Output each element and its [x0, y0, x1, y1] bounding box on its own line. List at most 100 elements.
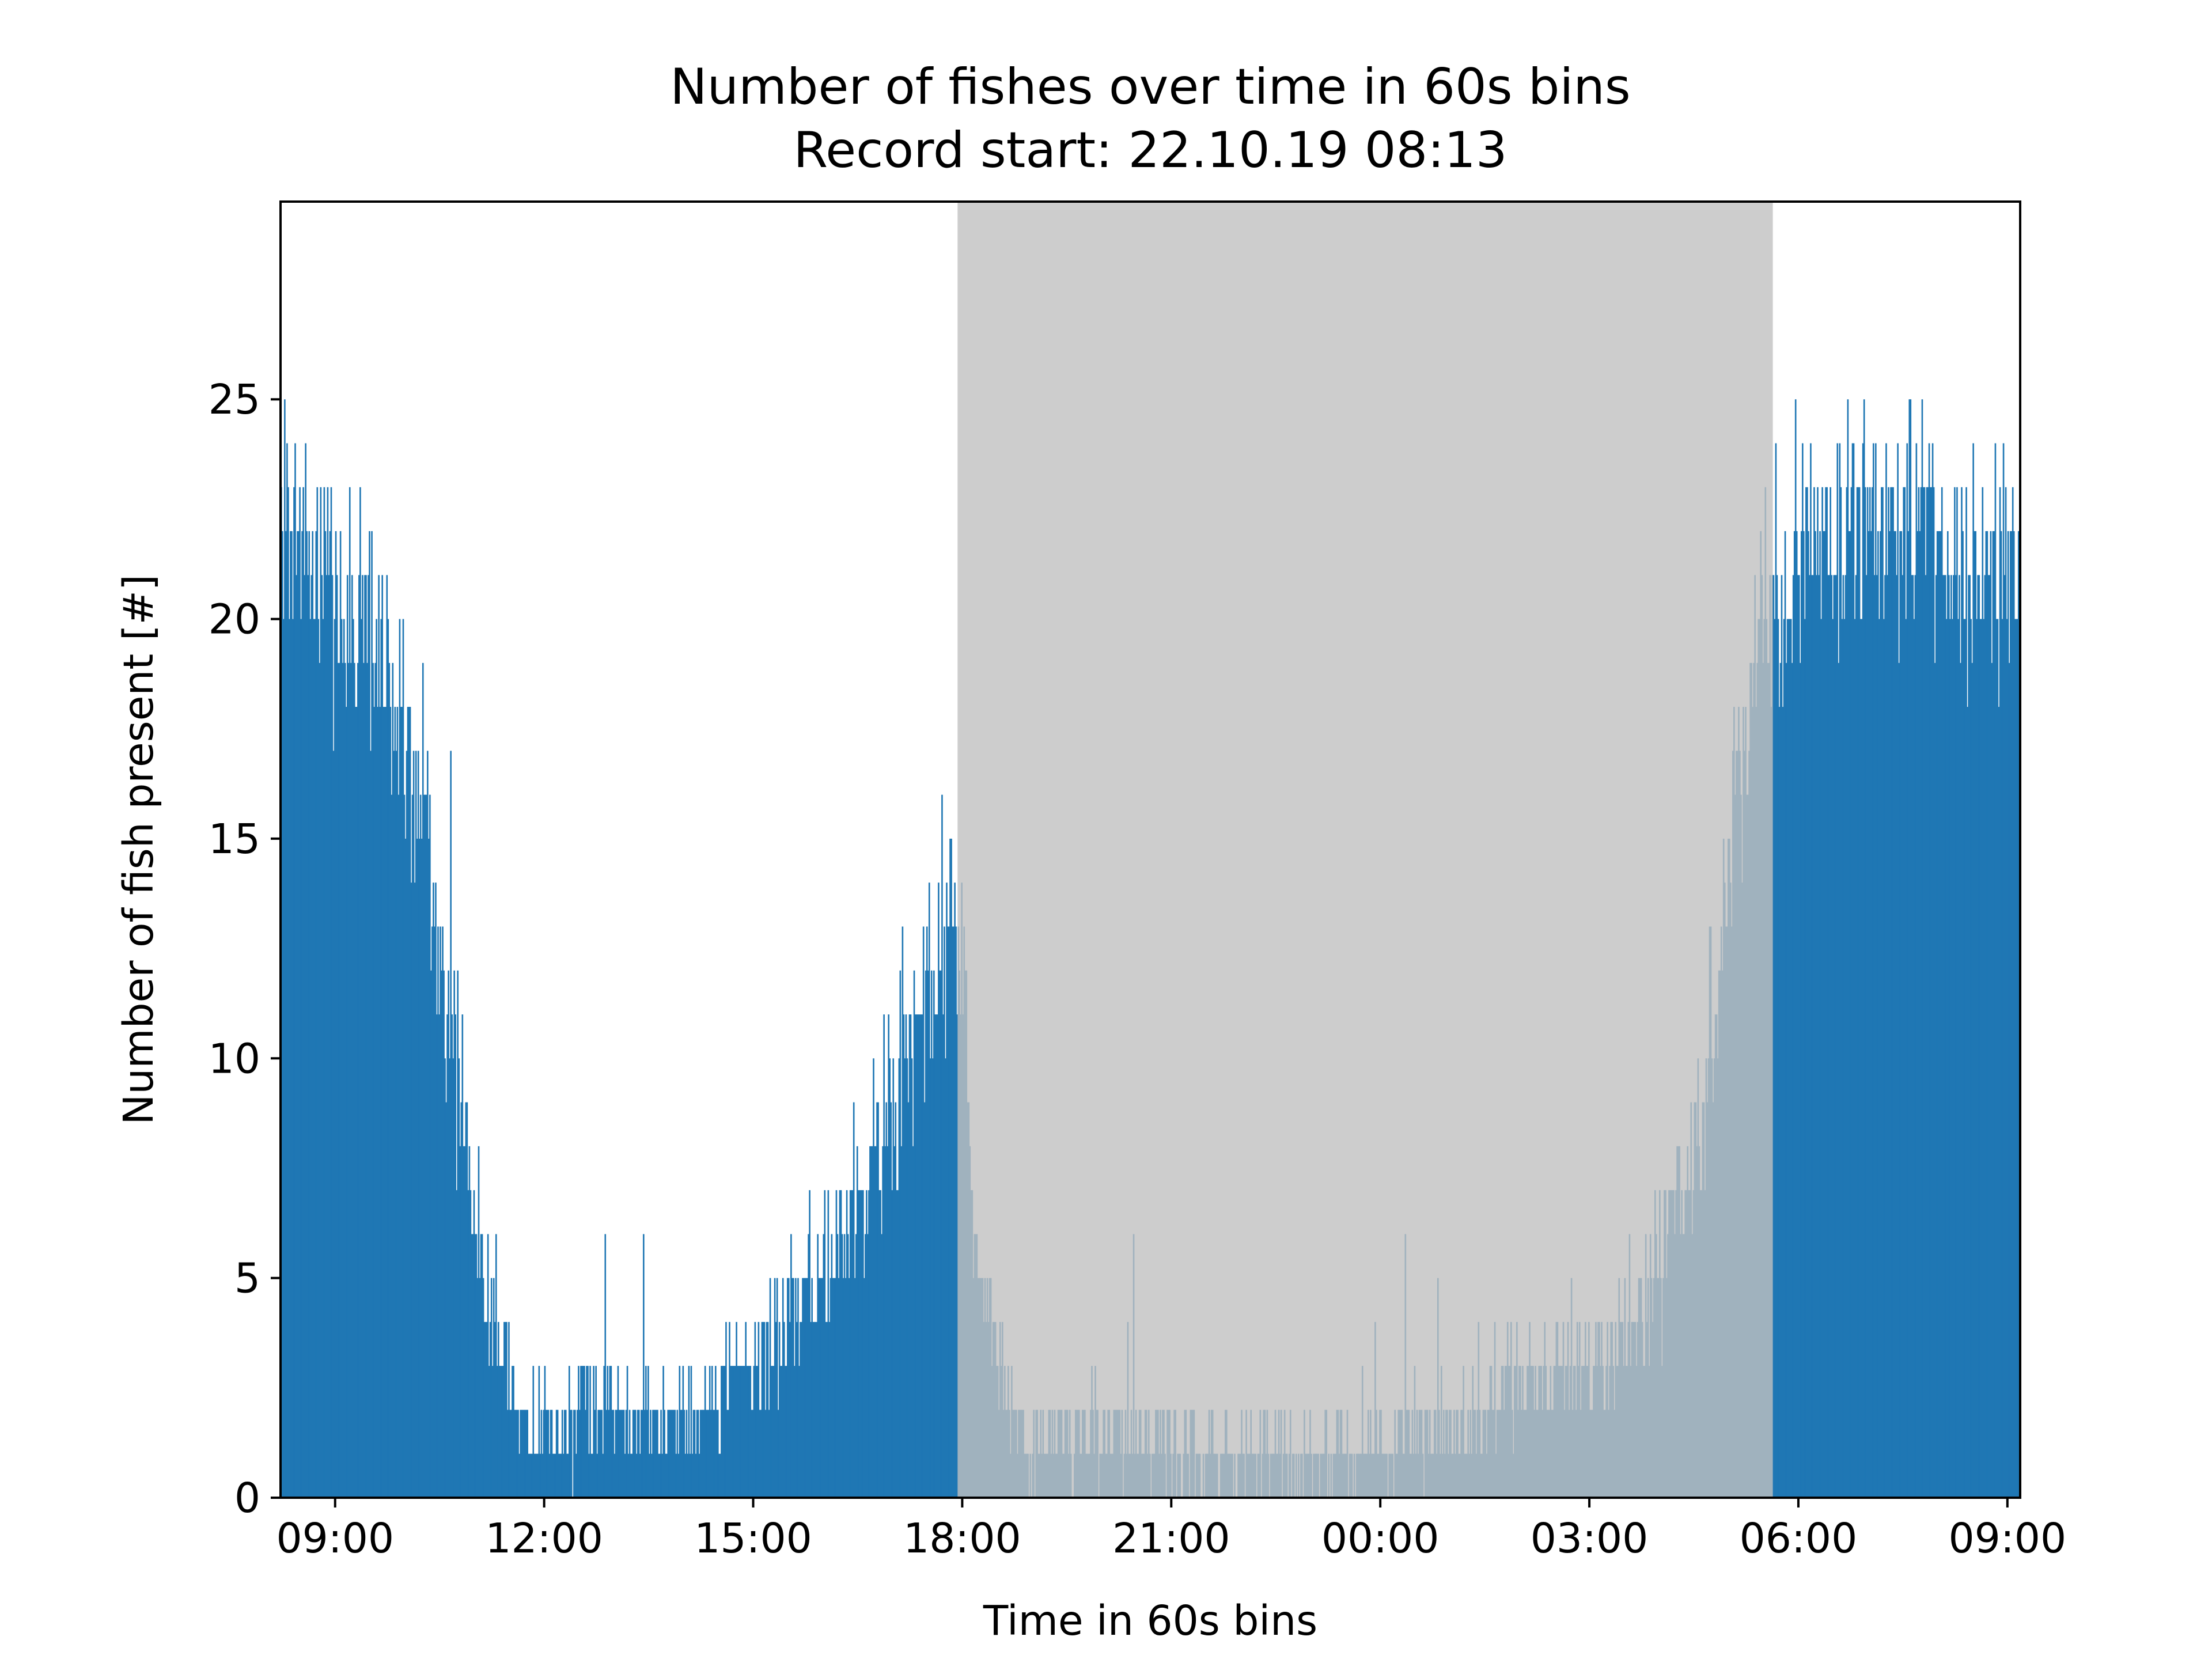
- bar: [954, 882, 956, 1498]
- bar: [1831, 575, 1833, 1498]
- bar: [1772, 575, 1775, 1498]
- bar: [352, 619, 354, 1498]
- bar: [1903, 487, 1904, 1498]
- bar: [774, 1278, 776, 1498]
- bar: [1781, 575, 1783, 1498]
- bar: [1865, 575, 1868, 1498]
- bar: [831, 1234, 833, 1498]
- bar: [778, 1321, 781, 1498]
- bar: [365, 575, 367, 1498]
- bar: [2014, 619, 2016, 1498]
- bar: [1993, 531, 1995, 1498]
- bar: [1851, 443, 1854, 1498]
- bar: [502, 1366, 504, 1498]
- bar: [1985, 531, 1987, 1498]
- bar: [768, 1410, 770, 1498]
- bar: [525, 1410, 527, 1498]
- bar: [900, 1146, 903, 1498]
- bar: [361, 619, 362, 1498]
- bar: [711, 1366, 713, 1498]
- bar: [551, 1410, 553, 1498]
- bar: [736, 1321, 737, 1498]
- bar: [538, 1366, 540, 1498]
- bar: [1970, 619, 1972, 1498]
- bar: [482, 1278, 484, 1498]
- bar: [1905, 619, 1907, 1498]
- x-tick-label: 15:00: [694, 1514, 812, 1562]
- bar: [600, 1410, 602, 1498]
- bar: [545, 1410, 547, 1498]
- bar: [645, 1366, 647, 1498]
- bar: [421, 838, 423, 1498]
- bar: [947, 926, 949, 1498]
- bar: [846, 1190, 848, 1498]
- bar: [776, 1278, 778, 1498]
- bar: [406, 751, 408, 1498]
- bar: [400, 707, 402, 1498]
- bar: [925, 970, 927, 1498]
- bar: [1810, 443, 1812, 1498]
- bar: [586, 1366, 588, 1498]
- bar: [1960, 662, 1961, 1498]
- bar: [1863, 399, 1865, 1498]
- bar: [1997, 619, 1999, 1498]
- bar: [448, 970, 449, 1498]
- bar: [904, 1058, 906, 1498]
- x-tick-label: 09:00: [1949, 1514, 2067, 1562]
- bar: [607, 1366, 609, 1498]
- bar: [497, 1321, 499, 1498]
- bar: [1956, 487, 1958, 1498]
- y-tick-label: 15: [209, 815, 260, 863]
- bar: [386, 575, 388, 1498]
- bar: [1927, 487, 1929, 1498]
- bar: [416, 838, 418, 1498]
- bar: [1950, 575, 1952, 1498]
- bar: [305, 443, 306, 1498]
- bar: [738, 1366, 740, 1498]
- bar: [695, 1453, 697, 1498]
- bar: [493, 1278, 495, 1498]
- y-tick-label: 5: [234, 1255, 260, 1302]
- bar: [896, 1190, 898, 1498]
- plot-frame: [279, 200, 2021, 1499]
- bar: [1850, 487, 1853, 1498]
- bar: [1974, 531, 1975, 1498]
- bar: [1821, 487, 1823, 1498]
- bar: [761, 1321, 763, 1498]
- bar: [753, 1366, 755, 1498]
- bar: [415, 751, 417, 1498]
- bar: [418, 838, 421, 1498]
- bar: [798, 1366, 800, 1498]
- bar: [685, 1410, 688, 1498]
- bar: [1971, 662, 1973, 1498]
- bar: [1920, 487, 1922, 1498]
- bar: [755, 1366, 757, 1498]
- bar: [747, 1366, 749, 1498]
- bar: [1944, 575, 1946, 1498]
- bar: [604, 1234, 607, 1498]
- bar: [1816, 575, 1817, 1498]
- bar: [1943, 575, 1945, 1498]
- bar: [603, 1366, 605, 1498]
- bar: [1775, 443, 1777, 1498]
- bar: [369, 531, 370, 1498]
- bar: [1824, 531, 1825, 1498]
- bar: [779, 1366, 782, 1498]
- bar: [684, 1453, 687, 1498]
- bar: [334, 619, 336, 1498]
- bar: [1978, 575, 1980, 1498]
- bar: [287, 487, 289, 1498]
- bar: [767, 1321, 769, 1498]
- bar: [1916, 531, 1919, 1498]
- bar: [1946, 531, 1949, 1498]
- bar: [1868, 531, 1870, 1498]
- bar: [1838, 662, 1840, 1498]
- bar: [770, 1366, 772, 1498]
- bar: [786, 1278, 789, 1498]
- bar: [307, 575, 309, 1498]
- bar: [804, 1278, 806, 1498]
- bar: [1940, 531, 1942, 1498]
- bar: [944, 926, 945, 1498]
- bar: [1776, 575, 1778, 1498]
- bar: [449, 1058, 450, 1498]
